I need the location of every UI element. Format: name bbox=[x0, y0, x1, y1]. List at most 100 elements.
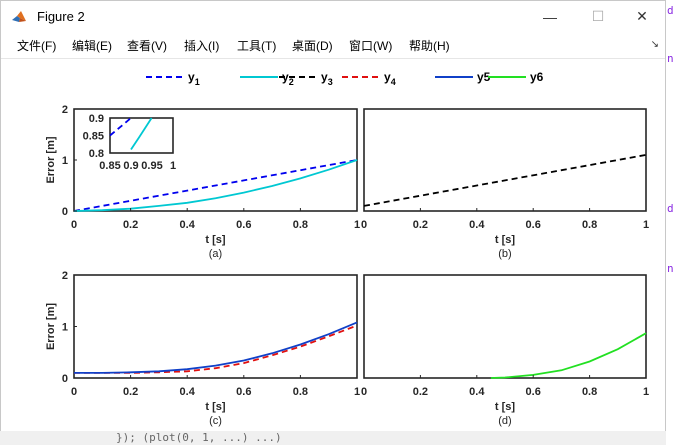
x-tick-label: 1 bbox=[643, 219, 649, 231]
menu-edit[interactable]: 编辑(E) bbox=[72, 39, 112, 53]
legend-label: y6 bbox=[530, 70, 544, 84]
y-tick-label: 0 bbox=[62, 206, 68, 218]
x-tick-label: 0.8 bbox=[293, 386, 308, 398]
editor-bottom-text: }); (plot(0, 1, ...) ...) bbox=[116, 431, 282, 444]
x-tick-label: 0.4 bbox=[180, 219, 196, 231]
editor-side-char: n bbox=[667, 52, 674, 65]
y-tick-label: 0 bbox=[62, 373, 68, 385]
x-axis-label: t [s] bbox=[205, 401, 226, 413]
menu-help[interactable]: 帮助(H) bbox=[409, 39, 450, 53]
plot-area bbox=[363, 274, 647, 379]
series-line-y5 bbox=[74, 321, 358, 374]
menu-separator bbox=[1, 58, 665, 59]
x-tick-label: 0 bbox=[71, 219, 77, 231]
x-tick-label: 0 bbox=[361, 219, 367, 231]
x-tick-label: 0.8 bbox=[582, 386, 597, 398]
x-tick-label: 0.4 bbox=[469, 219, 485, 231]
plot-area bbox=[363, 108, 647, 212]
menu-view[interactable]: 查看(V) bbox=[127, 39, 167, 53]
legend-label-subscript: 3 bbox=[328, 77, 333, 87]
y-tick-label: 2 bbox=[62, 104, 68, 116]
legend-label: y2 bbox=[282, 70, 294, 87]
inset-area bbox=[109, 117, 174, 154]
x-tick-label: 0.6 bbox=[236, 219, 251, 231]
y-tick-label: 1 bbox=[62, 322, 68, 334]
legend-entry: y4 bbox=[342, 70, 396, 87]
panel-label: (a) bbox=[209, 248, 222, 260]
inset-x-tick-label: 0.95 bbox=[141, 160, 162, 172]
legend-entry: y6 bbox=[488, 70, 544, 84]
x-tick-label: 0.2 bbox=[123, 386, 138, 398]
legend-entry: y5 bbox=[435, 70, 491, 84]
menu-insert[interactable]: 插入(I) bbox=[184, 39, 220, 53]
legend-label-base: y bbox=[384, 70, 391, 84]
menu-desktop[interactable]: 桌面(D) bbox=[292, 39, 333, 53]
x-tick-label: 0.2 bbox=[123, 219, 138, 231]
legend-label-base: y5 bbox=[477, 70, 491, 84]
panel-label: (b) bbox=[498, 248, 511, 260]
inset-x-tick-label: 0.85 bbox=[99, 160, 120, 172]
inset-y-tick-label: 0.9 bbox=[89, 113, 104, 125]
inset-y-tick-label: 0.85 bbox=[83, 131, 104, 143]
x-tick-label: 0.4 bbox=[180, 386, 196, 398]
legend-label-base: y bbox=[188, 70, 195, 84]
legend-entry: y1 bbox=[146, 70, 200, 87]
menu-window[interactable]: 窗口(W) bbox=[349, 39, 393, 53]
inset-x-tick-label: 0.9 bbox=[123, 160, 138, 172]
maximize-icon: ☐ bbox=[591, 8, 605, 24]
x-tick-label: 1 bbox=[354, 219, 360, 231]
title-bar[interactable]: Figure 2 — ☐ ✕ bbox=[1, 1, 665, 32]
editor-side-char: d bbox=[667, 4, 674, 17]
legend-label-subscript: 2 bbox=[289, 77, 294, 87]
dock-arrow-icon[interactable]: ↘ bbox=[650, 39, 659, 50]
legend-label-subscript: 4 bbox=[391, 77, 396, 87]
inset-series-line-y2 bbox=[130, 117, 153, 150]
window-title: Figure 2 bbox=[37, 9, 85, 24]
x-tick-label: 0.6 bbox=[526, 386, 541, 398]
menu-bar: 文件(F) 编辑(E) 查看(V) 插入(I) 工具(T) 桌面(D) 窗口(W… bbox=[1, 33, 665, 57]
editor-side-char: n bbox=[667, 262, 674, 275]
series-line-y4 bbox=[74, 324, 358, 374]
x-tick-label: 1 bbox=[643, 386, 649, 398]
series-line-y3 bbox=[363, 154, 647, 207]
minimize-button[interactable]: — bbox=[527, 1, 573, 32]
x-tick-label: 0.2 bbox=[413, 386, 428, 398]
plot-area bbox=[73, 274, 358, 379]
series-line-y6 bbox=[490, 332, 647, 379]
editor-side-char: d bbox=[667, 202, 674, 215]
x-axis-label: t [s] bbox=[205, 234, 226, 246]
x-tick-label: 0 bbox=[71, 386, 77, 398]
legend-label: y4 bbox=[384, 70, 396, 87]
x-tick-label: 0.6 bbox=[526, 219, 541, 231]
panel-label: (c) bbox=[209, 415, 222, 427]
x-tick-label: 0.2 bbox=[413, 219, 428, 231]
menu-tools[interactable]: 工具(T) bbox=[237, 39, 277, 53]
series-line-y1 bbox=[73, 159, 358, 212]
x-tick-label: 0.6 bbox=[236, 386, 251, 398]
chart-panel-c: 0 0.2 0.4 0.6 0.8 1 0 1 2 t [s] (c) Error [m] bbox=[45, 270, 360, 427]
legend: y1 y2 y3 y4 y5 y6 bbox=[146, 70, 544, 87]
menu-file[interactable]: 文件(F) bbox=[17, 39, 57, 53]
minimize-icon: — bbox=[543, 8, 557, 25]
close-button[interactable]: ✕ bbox=[619, 1, 665, 32]
x-tick-label: 0 bbox=[361, 386, 367, 398]
inset-plot: 0.85 0.9 0.95 10.80.850.9 bbox=[83, 113, 176, 172]
maximize-button[interactable]: ☐ bbox=[575, 1, 621, 32]
chart-panel-d: 0 0.2 0.4 0.6 0.8 1 t [s] (d) bbox=[361, 274, 649, 427]
legend-entry: y3 bbox=[279, 70, 333, 87]
close-icon: ✕ bbox=[636, 8, 648, 24]
x-tick-label: 1 bbox=[354, 386, 360, 398]
x-tick-label: 0.8 bbox=[293, 219, 308, 231]
y-axis-label: Error [m] bbox=[45, 136, 57, 183]
panel-label: (d) bbox=[498, 415, 511, 427]
y-tick-label: 2 bbox=[62, 270, 68, 282]
y-axis-label: Error [m] bbox=[45, 303, 57, 350]
y-tick-label: 1 bbox=[62, 155, 68, 167]
editor-bottom-strip bbox=[0, 431, 666, 445]
legend-label-base: y6 bbox=[530, 70, 544, 84]
x-tick-label: 0.4 bbox=[469, 386, 485, 398]
x-axis-label: t [s] bbox=[495, 401, 516, 413]
